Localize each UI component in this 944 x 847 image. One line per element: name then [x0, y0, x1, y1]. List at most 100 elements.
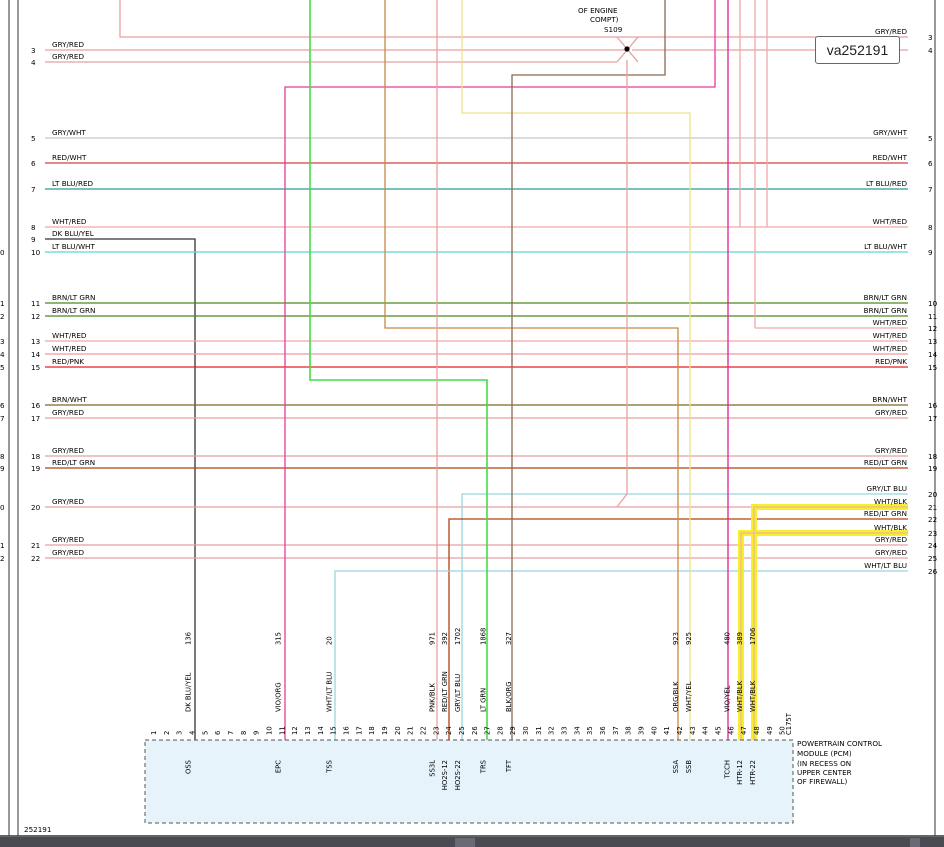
right-row-number: 9 — [928, 248, 933, 257]
pcm-pin-number: 1 — [150, 731, 158, 735]
left-row-number: 5 — [31, 134, 36, 143]
wire-color-label: BLK/ORG — [505, 681, 513, 712]
right-row-number: 14 — [928, 350, 938, 359]
pcm-pin-number: 8 — [240, 731, 248, 735]
left-row-number: 19 — [31, 464, 41, 473]
pcm-pin-number: 31 — [535, 726, 543, 735]
right-wire-label: WHT/BLK — [874, 523, 907, 532]
vertical-wires — [119, 0, 768, 740]
wire-color-label: VIO/ORG — [274, 682, 282, 712]
right-wire-label: WHT/RED — [873, 331, 908, 340]
left-row-number: 4 — [31, 58, 36, 67]
pcm-pin-number: 18 — [368, 726, 376, 735]
right-wire-label: GRY/RED — [875, 535, 907, 544]
right-row-number: 11 — [928, 312, 937, 321]
pcm-pin-number: 29 — [509, 726, 517, 735]
pcm-pin-number: 9 — [253, 731, 261, 735]
pcm-pin-number: 44 — [702, 726, 710, 735]
left-row-number: 13 — [31, 337, 40, 346]
left-row-number: 17 — [31, 414, 40, 423]
pcm-pin-number: 24 — [445, 726, 453, 735]
pcm-pin-number: 46 — [727, 726, 735, 735]
pcm-pin-number: 40 — [650, 726, 658, 735]
wire-color-label: WHT/BLK — [736, 680, 744, 712]
pin-function-label: TRS — [480, 760, 488, 774]
pcm-pin-number: 6 — [214, 731, 222, 735]
right-wire-label: BRN/LT GRN — [864, 293, 907, 302]
pcm-pin-number: 43 — [689, 726, 697, 735]
pcm-pin-number: 17 — [355, 726, 363, 735]
right-row-number: 17 — [928, 414, 937, 423]
circuit-number: 392 — [441, 632, 449, 645]
wire-tft — [511, 0, 666, 740]
wire-epc — [284, 0, 716, 740]
pcm-pin-number: 11 — [278, 726, 286, 735]
circuit-number: 389 — [736, 632, 744, 645]
circuit-number: 1706 — [749, 628, 757, 645]
edge-digit: 3 — [0, 337, 5, 346]
pcm-pin-number: 20 — [394, 726, 402, 735]
figure-id: 252191 — [24, 825, 51, 834]
wire-color-label: RED/LT GRN — [441, 671, 449, 712]
pin-function-label: TSS — [326, 760, 334, 774]
right-row-number: 12 — [928, 324, 937, 333]
pcm-pin-number: 26 — [471, 726, 479, 735]
row-labels: 3 GRY/RED 4 GRY/RED 5 GRY/WHT 6 RED/WHT 7 LT BLU/… — [0, 27, 938, 576]
pcm-label-line-5: OF FIREWALL) — [797, 777, 848, 786]
splice-dot — [624, 46, 630, 52]
left-wire-label: GRY/RED — [52, 535, 84, 544]
pcm-pin-number: 32 — [548, 726, 556, 735]
right-row-number: 23 — [928, 529, 937, 538]
circuit-number: 315 — [274, 632, 282, 645]
left-wire-label: RED/WHT — [52, 153, 87, 162]
pcm-pin-number: 4 — [188, 731, 196, 735]
pin-function-label: EPC — [274, 760, 282, 773]
edge-digit: 7 — [0, 414, 5, 423]
right-wire-label: WHT/RED — [873, 344, 908, 353]
pcm-pin-number: 36 — [599, 726, 607, 735]
left-wire-label: GRY/RED — [52, 497, 84, 506]
highlighted-heater-wires — [738, 504, 908, 740]
circuit-number: 923 — [672, 632, 680, 645]
wire-ssa — [384, 0, 679, 740]
left-row-number: 7 — [31, 185, 36, 194]
left-wire-label: GRY/RED — [52, 52, 84, 61]
pcm-pin-number: 23 — [432, 726, 440, 735]
left-wire-label: LT BLU/RED — [52, 179, 93, 188]
right-wire-label: RED/LT GRN — [864, 458, 907, 467]
left-row-number: 15 — [31, 363, 40, 372]
pcm-pin-number: 13 — [304, 726, 312, 735]
right-wire-label: LT BLU/WHT — [864, 242, 907, 251]
wire-color-label: LT GRN — [480, 688, 488, 712]
right-row-number: 5 — [928, 134, 933, 143]
wire-color-label: VIO/YEL — [723, 685, 731, 712]
right-wire-label: GRY/WHT — [873, 128, 907, 137]
pcm-pin-number: 2 — [163, 731, 171, 735]
wire-htr12 — [740, 532, 908, 740]
bottom-strip-tab — [455, 838, 475, 847]
circuit-number: 925 — [685, 632, 693, 645]
splice-label-line-1: OF ENGINE — [578, 6, 618, 15]
left-row-number: 16 — [31, 401, 41, 410]
pcm-pin-numbers: 1 2 3 4 5 6 7 8 9 10 11 12 13 14 15 16 17 18 19 20 21 22 23 24 2… — [150, 726, 787, 735]
left-wire-label: RED/PNK — [52, 357, 84, 366]
right-wire-label: LT BLU/RED — [866, 179, 907, 188]
pcm-label: POWERTRAIN CONTROL MODULE (PCM) (IN RECE… — [797, 739, 882, 786]
edge-digit: 5 — [0, 363, 5, 372]
wire-top-pink-left — [119, 0, 638, 38]
pcm-pin-number: 30 — [522, 726, 530, 735]
left-wire-label: WHT/RED — [52, 344, 87, 353]
edge-digit: 1 — [0, 541, 5, 550]
pcm-pin-number: 34 — [573, 726, 581, 735]
left-row-number: 22 — [31, 554, 40, 563]
left-row-number: 9 — [31, 235, 36, 244]
edge-digit: 2 — [0, 312, 5, 321]
pin-function-label: SSB — [685, 760, 693, 774]
left-row-number: 8 — [31, 223, 36, 232]
pcm-pin-number: 5 — [201, 731, 209, 735]
circuit-number: 480 — [723, 632, 731, 645]
left-wire-label: RED/LT GRN — [52, 458, 95, 467]
pin-function-label: SS3L — [428, 760, 436, 777]
right-row-number: 26 — [928, 567, 938, 576]
wire-right-20-hosgs22 — [461, 493, 908, 740]
